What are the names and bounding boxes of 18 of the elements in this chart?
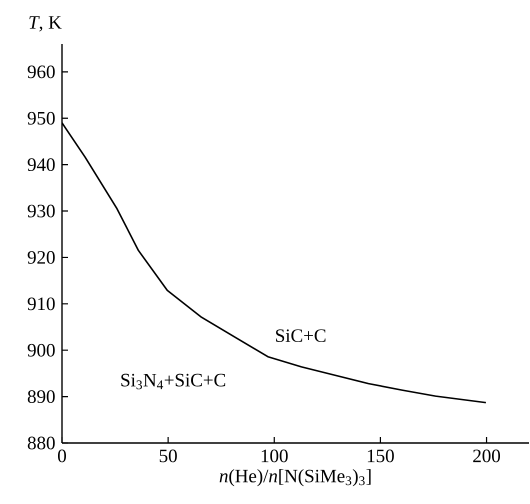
y-tick-label: 900 — [28, 344, 55, 357]
y-tick-label: 960 — [28, 65, 55, 78]
y-tick-label: 890 — [28, 390, 55, 403]
x-tick-label: 50 — [160, 450, 177, 462]
y-tick-label: 880 — [28, 436, 55, 450]
y-tick-label: 940 — [28, 158, 55, 172]
y-tick-label: 920 — [28, 251, 55, 264]
y-axis-title: T, K — [29, 16, 62, 32]
y-tick-label: 950 — [28, 112, 55, 125]
annotation: Si$_{3}$N$_{4}$+SiC+C — [121, 374, 226, 390]
annotation: SiC+C — [276, 329, 326, 342]
x-tick-label: 100 — [262, 450, 288, 462]
x-axis-title: n(He)/n[N(SiMe$_{3}$)$_{3}$] — [220, 469, 371, 486]
x-tick-label: 200 — [473, 450, 500, 462]
x-tick-label: 0 — [58, 450, 66, 462]
y-tick-label: 910 — [28, 297, 55, 310]
y-tick-label: 930 — [28, 204, 55, 218]
x-tick-label: 150 — [368, 450, 394, 462]
